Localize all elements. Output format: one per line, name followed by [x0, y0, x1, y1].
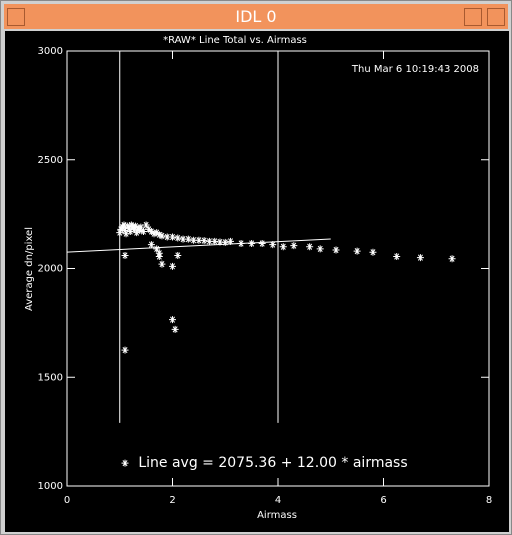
fit-line: [66, 238, 331, 253]
data-point: [290, 242, 298, 250]
data-point: [369, 248, 377, 256]
data-point: [174, 234, 182, 242]
y-tick-label: 3000: [38, 46, 63, 57]
x-axis-label: Airmass: [257, 510, 297, 521]
data-point: [147, 228, 155, 236]
x-tick-label: 6: [380, 495, 386, 506]
chart-title: *RAW* Line Total vs. Airmass: [163, 35, 307, 46]
data-point: [139, 228, 147, 236]
x-tick-label: 4: [275, 495, 281, 506]
data-point: [136, 226, 144, 234]
data-point: [171, 325, 179, 333]
data-point: [137, 223, 145, 231]
fit-annotation: Line avg = 2075.36 + 12.00 * airmass: [138, 455, 407, 471]
data-point: [131, 225, 139, 233]
data-point: [190, 236, 198, 244]
data-point: [279, 243, 287, 251]
data-point: [258, 239, 266, 247]
data-point: [393, 253, 401, 261]
data-point: [211, 237, 219, 245]
data-point: [416, 254, 424, 262]
data-point: [120, 221, 128, 229]
data-point: [155, 231, 163, 239]
data-point: [169, 316, 176, 324]
data-point: [448, 255, 456, 263]
data-point: [200, 237, 208, 245]
window-menu-button[interactable]: [7, 8, 25, 26]
data-point: [133, 229, 141, 237]
data-point: [195, 236, 203, 244]
data-point: [332, 246, 340, 254]
data-point: [169, 233, 176, 241]
data-point: [142, 221, 150, 229]
data-point: [169, 262, 176, 270]
x-tick-label: 2: [169, 495, 175, 506]
data-point: [248, 239, 256, 247]
data-point: [145, 225, 153, 233]
y-tick-label: 2500: [38, 155, 63, 166]
data-point: [174, 251, 182, 259]
maximize-button[interactable]: [487, 8, 505, 26]
x-tick-label: 0: [64, 495, 70, 506]
data-point: [353, 247, 361, 255]
data-point: [132, 222, 140, 230]
data-point: [158, 260, 166, 268]
y-axis-label: Average dn/pixel: [24, 227, 35, 311]
data-point: [184, 235, 192, 243]
data-point: [153, 245, 161, 253]
data-point: [155, 249, 163, 257]
data-point: [126, 228, 134, 236]
data-point: [147, 241, 155, 249]
data-point: [316, 245, 324, 253]
data-point: [122, 230, 130, 238]
title-bar: IDL 0: [4, 4, 508, 29]
data-point: [125, 224, 133, 232]
x-tick-label: 8: [486, 495, 492, 506]
data-point: [116, 229, 124, 237]
data-point: [121, 346, 129, 354]
y-tick-label: 2000: [38, 264, 63, 275]
data-point: [221, 238, 229, 246]
data-point: [205, 237, 213, 245]
data-point: [150, 230, 158, 238]
data-point: [121, 459, 129, 467]
chart: *RAW* Line Total vs. Airmass Thu Mar 6 1…: [5, 31, 509, 532]
data-point: [179, 235, 187, 243]
data-point: [163, 233, 171, 241]
y-tick-label: 1500: [38, 372, 63, 383]
data-point: [158, 232, 166, 240]
data-point: [153, 229, 161, 237]
data-point: [227, 237, 235, 245]
data-point: [121, 226, 129, 234]
timestamp: Thu Mar 6 10:19:43 2008: [351, 64, 479, 75]
minimize-button[interactable]: [464, 8, 482, 26]
data-point: [121, 251, 129, 259]
data-point: [216, 238, 224, 246]
window-title: IDL 0: [235, 7, 277, 26]
data-point: [306, 243, 314, 251]
data-point: [269, 241, 277, 249]
y-tick-label: 1000: [38, 481, 63, 492]
data-point: [237, 239, 245, 247]
